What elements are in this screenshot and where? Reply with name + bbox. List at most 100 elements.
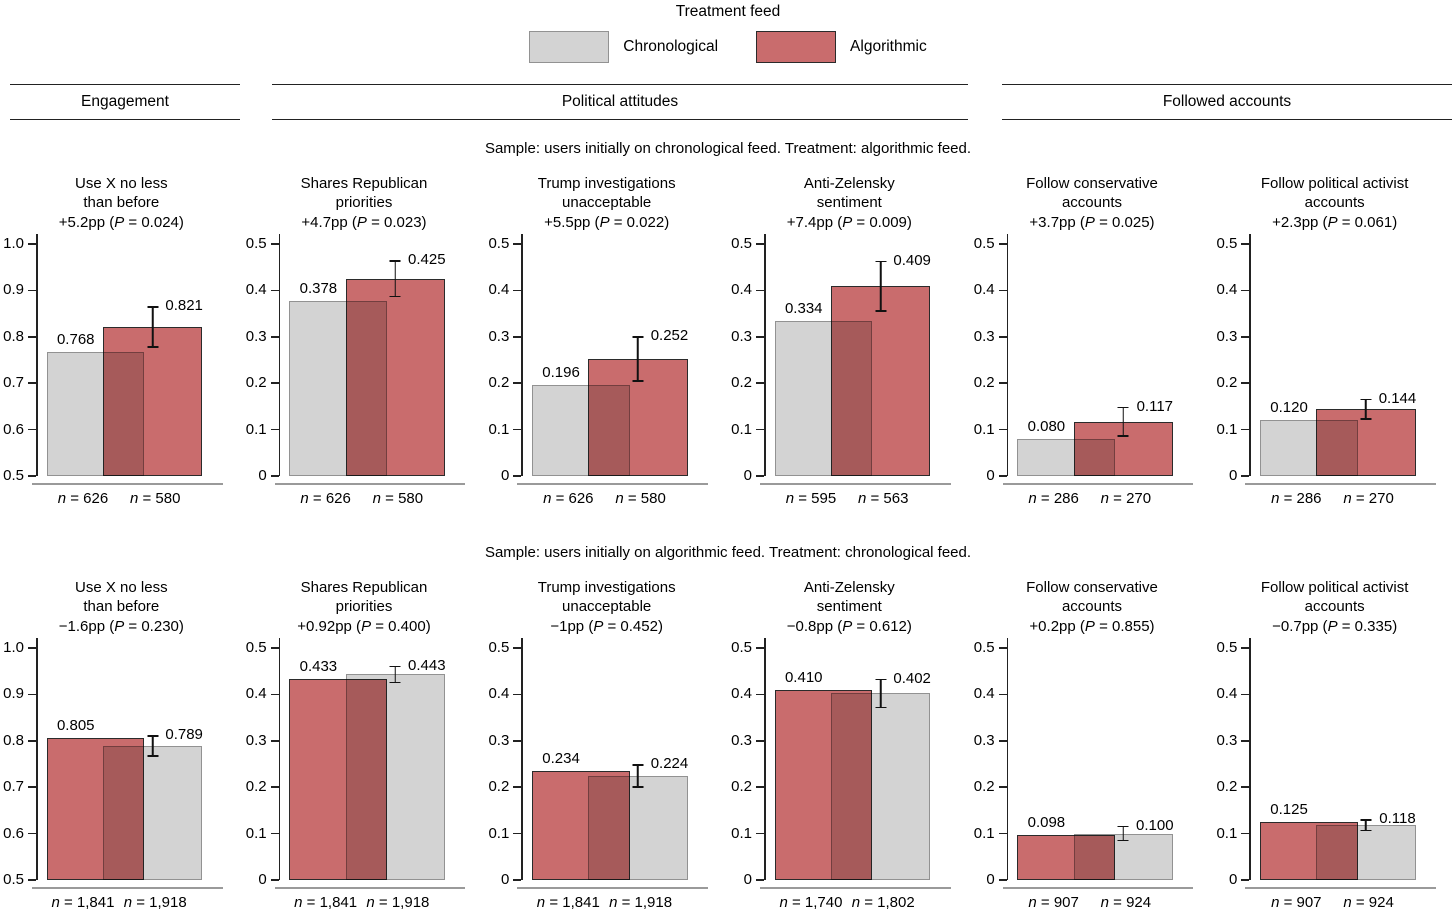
panel-title-line: than before [83,194,160,211]
y-tick-mark [756,786,764,788]
bar-value-label: 0.334 [784,300,823,318]
plot-area: 0.125 n = 907 0.118 n = 924 [1241,638,1436,911]
y-tick-mark [1241,336,1250,338]
error-bar-line [394,665,396,684]
panel-title-line: Trump investigations [537,578,676,596]
algorithmic-bar [830,286,931,476]
y-tick-mark [513,475,522,477]
chart-grid: Use X no less than before +5.2pp (P = 0.02… [0,170,1456,507]
panel-effect-label: +5.2pp (P = 0.024) [58,213,184,231]
y-tick-label: 0.4 [973,685,995,703]
algorithmic-bar [1316,409,1416,476]
y-axis-labels: 0.5 0.4 0.3 0.2 0.1 0 [487,639,521,888]
panel-row-algorithmic-sample: Sample: users initially on algorithmic f… [0,544,1456,911]
y-tick-label: 0.7 [3,374,24,392]
y-tick-label: 0.4 [488,685,510,703]
plot-area: 0.410 n = 1,740 0.402 n = 1,802 [756,638,951,911]
panel-title-line: Trump investigations [537,174,676,192]
y-tick-label: 0.1 [973,420,995,438]
y-tick-mark [998,428,1007,431]
error-bar-line [151,735,154,757]
chart-panel: Use X no less than before −1.6pp (P = 0.23… [0,574,243,911]
bar-value-label: 0.409 [893,251,931,269]
y-tick-label: 0.5 [245,235,267,252]
error-bar [147,306,159,348]
y-tick-mark [513,382,522,384]
panel-title-line: Anti-Zelensky [803,174,895,192]
y-tick-label: 0.2 [973,374,995,392]
bar-value-label: 0.433 [299,658,338,676]
y-tick-label: 0.2 [488,778,510,796]
y-tick-label: 0.4 [731,685,752,703]
error-bar [632,764,644,788]
legend-item-algorithmic: Algorithmic [756,31,927,63]
error-bar [875,678,887,709]
chart-area: 0.5 0.4 0.3 0.2 0.1 0 0.234 n = 1,841 0.224 n = 1… [487,638,726,911]
error-bar-line [637,336,639,382]
y-tick-label: 0 [500,871,510,888]
panel-effect-label: +7.4pp (P = 0.009) [786,213,912,231]
y-tick-mark [513,243,522,245]
y-tick-label: 0.2 [245,778,267,796]
y-tick-label: 0.6 [3,824,24,842]
y-tick-label: 0.3 [731,327,752,345]
plot-area: 0.120 n = 286 0.144 n = 270 [1241,234,1436,507]
y-tick-mark [28,832,36,835]
y-axis-line [36,234,38,476]
y-tick-label: 1.0 [3,639,24,656]
y-tick-mark [270,693,279,696]
y-tick-label: 0.2 [731,374,752,392]
algorithmic-swatch [756,31,837,63]
y-tick-label: 0.1 [245,420,267,438]
plot-area: 0.234 n = 1,841 0.224 n = 1,918 [513,638,708,911]
chart-panel: Trump investigations unacceptable −1pp (P … [485,574,728,911]
y-axis-labels: 0.5 0.4 0.3 0.2 0.1 0 [973,235,1007,484]
panel-title-line: Follow political activist [1260,174,1409,192]
y-tick-mark [28,879,36,881]
y-axis-line [1006,234,1009,476]
panel-effect-label: +0.92pp (P = 0.400) [297,617,431,635]
y-tick-label: 0.2 [973,778,995,796]
panel-title-line: Follow conservative [1026,578,1158,596]
error-bar [1117,406,1129,437]
panel-title-line: accounts [1061,194,1123,211]
y-tick-label: 0.2 [1216,778,1238,796]
bar-value-label: 0.224 [650,755,689,773]
y-axis-line [1249,234,1251,476]
error-bar-cap-bottom [1117,435,1129,437]
error-bar-cap-bottom [875,706,887,709]
y-tick-mark [998,786,1007,788]
y-tick-mark [28,786,36,788]
chart-area: 1.0 0.9 0.8 0.7 0.6 0.5 0.768 n = 626 0.821 n = 5… [2,234,241,507]
y-tick-label: 0.5 [3,871,24,888]
y-axis-line [1249,638,1251,880]
y-tick-label: 0 [743,871,752,888]
sample-size-label: n = 286 [1028,490,1079,507]
plot-area: 0.433 n = 1,841 0.443 n = 1,918 [270,638,466,911]
panel-title-line: Follow conservative [1026,174,1158,192]
error-bar-line [637,764,639,788]
y-tick-label: 0 [500,467,510,484]
panel-title-line: Use X no less [75,174,168,192]
y-tick-label: 0.1 [1216,420,1238,438]
error-bar-cap-bottom [875,310,887,312]
y-tick-mark [756,428,764,431]
error-bar [1117,825,1129,842]
y-tick-label: 0.1 [731,420,752,438]
plot-area: 0.334 n = 595 0.409 n = 563 [756,234,951,507]
sample-size-label: n = 626 [543,490,594,507]
y-tick-mark [28,693,36,696]
chronological-bar [345,674,445,880]
x-axis-line [274,887,466,889]
y-tick-label: 0.3 [973,731,995,749]
error-bar-cap-bottom [147,346,159,348]
y-tick-label: 0.4 [1216,281,1238,299]
x-axis-line [760,887,951,889]
y-tick-label: 0.5 [488,235,510,252]
plot-area: 0.098 n = 907 0.100 n = 924 [998,638,1194,911]
bar-value-label: 0.118 [1379,810,1416,828]
bar-value-label: 0.120 [1270,399,1308,417]
y-tick-label: 0.5 [973,639,995,656]
error-bar-cap-bottom [1360,418,1372,420]
y-tick-mark [270,647,279,649]
